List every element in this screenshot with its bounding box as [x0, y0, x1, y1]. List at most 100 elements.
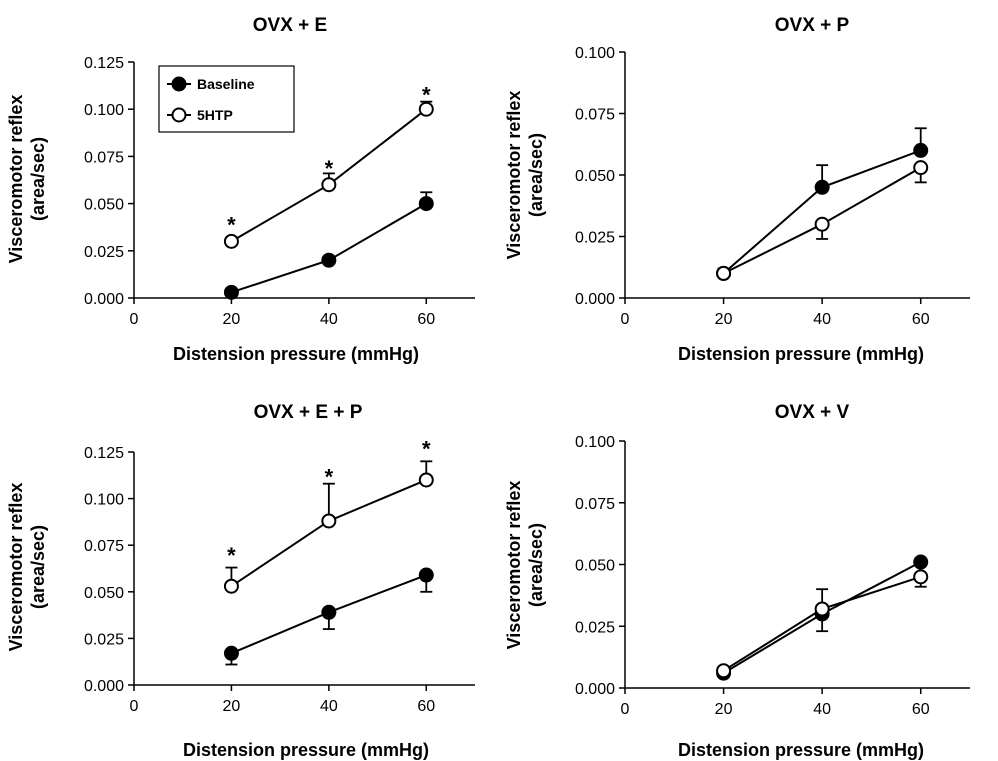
x-tick-label: 0 — [621, 311, 630, 328]
x-tick-label: 20 — [223, 311, 241, 328]
data-point — [418, 101, 434, 117]
y-axis-label: Visceromotor reflex (area/sec) — [504, 481, 546, 650]
y-tick-label: 0.025 — [84, 631, 124, 648]
y-tick-label: 0.100 — [84, 102, 124, 119]
y-axis-label: Visceromotor reflex (area/sec) — [6, 95, 48, 264]
x-tick-label: 20 — [715, 701, 733, 718]
y-tick-label: 0.075 — [84, 149, 124, 166]
data-point — [321, 513, 337, 529]
x-tick-label: 20 — [223, 698, 241, 715]
data-point — [223, 578, 239, 594]
chart-panel-1: OVX + E 0.000 0.025 0.050 0.075 0.100 0.125 0 20… — [6, 15, 475, 364]
significance-asterisk: * — [422, 437, 431, 462]
series-baseline — [223, 567, 434, 666]
x-axis-label: Distension pressure (mmHg) — [678, 740, 924, 760]
series-5htp — [716, 569, 929, 679]
x-tick-label: 60 — [912, 701, 930, 718]
data-point — [321, 177, 337, 193]
significance-asterisk: * — [227, 543, 236, 568]
y-tick-label: 0.100 — [575, 434, 615, 451]
series-baseline — [716, 127, 929, 281]
x-tick-label: 20 — [715, 311, 733, 328]
significance-asterisk: * — [227, 213, 236, 238]
data-point — [913, 142, 929, 158]
x-tick-label: 0 — [130, 311, 139, 328]
y-tick-label: 0.125 — [84, 55, 124, 72]
y-tick-label: 0.125 — [84, 445, 124, 462]
chart-panel-3: OVX + E + P 0.000 0.025 0.050 0.075 0.100 0.12… — [6, 402, 475, 760]
data-point — [814, 216, 830, 232]
chart-panel-4: OVX + V 0.000 0.025 0.050 0.075 0.100 0 20 40 60 D… — [504, 402, 970, 760]
y-axis-label: Visceromotor reflex (area/sec) — [6, 483, 48, 652]
y-tick-label: 0.000 — [84, 291, 124, 308]
chart-title: OVX + E — [253, 15, 327, 36]
series-5htp — [223, 460, 434, 594]
series-5htp — [716, 160, 929, 281]
legend-marker — [171, 76, 187, 92]
y-axis-label: Visceromotor reflex (area/sec) — [504, 91, 546, 260]
series-5htp — [223, 100, 434, 249]
y-tick-label: 0.075 — [84, 538, 124, 555]
data-point — [418, 472, 434, 488]
data-point — [223, 233, 239, 249]
legend-label: Baseline — [197, 76, 255, 92]
y-tick-label: 0.100 — [575, 45, 615, 62]
legend-label: 5HTP — [197, 107, 233, 123]
series-line — [231, 202, 427, 294]
y-tick-label: 0.000 — [84, 678, 124, 695]
y-axis-label-line-1: Visceromotor reflex — [6, 95, 26, 264]
legend-marker — [171, 107, 187, 123]
data-point — [814, 179, 830, 195]
x-axis-label: Distension pressure (mmHg) — [173, 344, 419, 364]
data-point — [418, 196, 434, 212]
x-tick-label: 0 — [621, 701, 630, 718]
y-tick-label: 0.025 — [84, 244, 124, 261]
y-axis-label-line-1: Visceromotor reflex — [504, 481, 524, 650]
data-point — [716, 265, 732, 281]
legend: Baseline 5HTP — [158, 65, 295, 133]
chart-title: OVX + E + P — [254, 402, 363, 423]
x-tick-label: 40 — [813, 701, 831, 718]
y-axis-label-line-1: Visceromotor reflex — [6, 483, 26, 652]
y-tick-label: 0.000 — [575, 681, 615, 698]
y-tick-label: 0.075 — [575, 496, 615, 513]
data-point — [814, 601, 830, 617]
data-point — [418, 567, 434, 583]
data-point — [913, 554, 929, 570]
x-tick-label: 40 — [320, 311, 338, 328]
y-tick-label: 0.050 — [575, 558, 615, 575]
data-point — [716, 663, 732, 679]
y-tick-label: 0.050 — [84, 197, 124, 214]
y-tick-label: 0.025 — [575, 230, 615, 247]
y-tick-label: 0.100 — [84, 492, 124, 509]
y-tick-label: 0.050 — [84, 585, 124, 602]
x-tick-label: 40 — [320, 698, 338, 715]
significance-asterisk: * — [325, 156, 334, 181]
significance-asterisk: * — [422, 82, 431, 107]
chart-title: OVX + V — [775, 402, 850, 423]
x-tick-label: 60 — [417, 698, 435, 715]
data-point — [913, 569, 929, 585]
series-baseline — [716, 554, 929, 681]
chart-panel-2: OVX + P 0.000 0.025 0.050 0.075 0.100 0 20 40 60 D… — [504, 15, 970, 364]
y-tick-label: 0.075 — [575, 107, 615, 124]
x-tick-label: 60 — [912, 311, 930, 328]
y-tick-label: 0.050 — [575, 168, 615, 185]
y-axis-label-line-2: (area/sec) — [28, 137, 48, 221]
x-axis-label: Distension pressure (mmHg) — [678, 344, 924, 364]
data-point — [913, 160, 929, 176]
x-axis-label: Distension pressure (mmHg) — [183, 740, 429, 760]
x-tick-label: 40 — [813, 311, 831, 328]
chart-title: OVX + P — [775, 15, 850, 36]
data-point — [321, 604, 337, 620]
significance-asterisk: * — [325, 465, 334, 490]
x-tick-label: 0 — [130, 698, 139, 715]
y-axis-label-line-2: (area/sec) — [526, 523, 546, 607]
data-point — [321, 252, 337, 268]
series-baseline — [223, 191, 434, 300]
y-axis-label-line-2: (area/sec) — [526, 133, 546, 217]
y-axis-label-line-1: Visceromotor reflex — [504, 91, 524, 260]
y-tick-label: 0.025 — [575, 619, 615, 636]
x-tick-label: 60 — [417, 311, 435, 328]
